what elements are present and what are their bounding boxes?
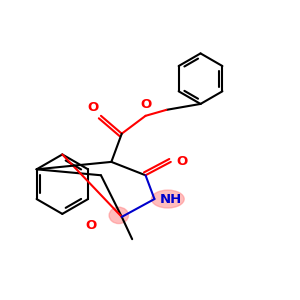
Ellipse shape	[152, 190, 184, 208]
Text: O: O	[177, 155, 188, 168]
Ellipse shape	[109, 207, 128, 224]
Text: O: O	[85, 219, 96, 232]
Text: O: O	[87, 101, 98, 114]
Text: NH: NH	[160, 193, 182, 206]
Text: O: O	[140, 98, 152, 111]
